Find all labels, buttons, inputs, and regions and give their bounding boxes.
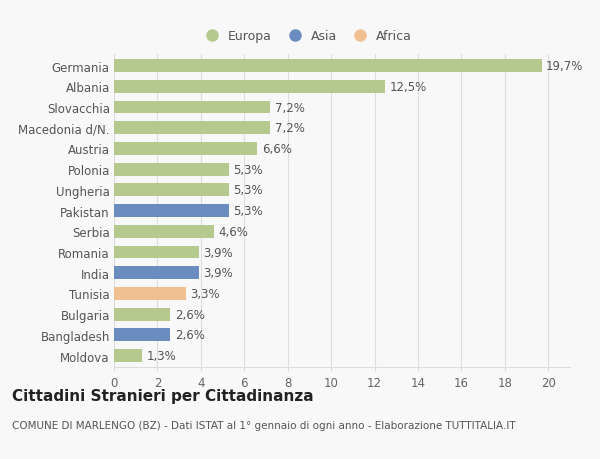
Text: 3,3%: 3,3% <box>190 287 220 300</box>
Text: 19,7%: 19,7% <box>546 60 583 73</box>
Text: 2,6%: 2,6% <box>175 329 205 341</box>
Bar <box>114 329 170 341</box>
Text: 4,6%: 4,6% <box>218 225 248 238</box>
Bar <box>114 246 199 259</box>
Text: 3,9%: 3,9% <box>203 246 233 259</box>
Bar <box>114 81 385 94</box>
Text: 5,3%: 5,3% <box>233 184 263 197</box>
Bar <box>114 184 229 197</box>
Text: 5,3%: 5,3% <box>233 163 263 176</box>
Text: 7,2%: 7,2% <box>275 101 305 114</box>
Bar <box>114 287 185 300</box>
Legend: Europa, Asia, Africa: Europa, Asia, Africa <box>194 25 416 48</box>
Text: 12,5%: 12,5% <box>390 81 427 94</box>
Text: COMUNE DI MARLENGO (BZ) - Dati ISTAT al 1° gennaio di ogni anno - Elaborazione T: COMUNE DI MARLENGO (BZ) - Dati ISTAT al … <box>12 420 515 430</box>
Text: 5,3%: 5,3% <box>233 205 263 218</box>
Bar <box>114 267 199 280</box>
Bar <box>114 163 229 176</box>
Bar <box>114 205 229 218</box>
Text: 3,9%: 3,9% <box>203 267 233 280</box>
Bar <box>114 101 271 114</box>
Text: 2,6%: 2,6% <box>175 308 205 321</box>
Text: 6,6%: 6,6% <box>262 143 292 156</box>
Bar <box>114 60 542 73</box>
Bar <box>114 225 214 238</box>
Bar <box>114 143 257 156</box>
Text: 1,3%: 1,3% <box>146 349 176 362</box>
Bar <box>114 308 170 321</box>
Text: 7,2%: 7,2% <box>275 122 305 135</box>
Bar <box>114 349 142 362</box>
Bar <box>114 122 271 135</box>
Text: Cittadini Stranieri per Cittadinanza: Cittadini Stranieri per Cittadinanza <box>12 388 314 403</box>
